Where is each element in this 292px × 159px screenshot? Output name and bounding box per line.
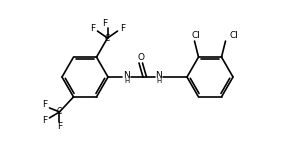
Text: N: N [124,72,130,80]
Text: Cl: Cl [191,31,200,40]
Text: C: C [57,107,62,116]
Text: F: F [120,24,125,33]
Text: Cl: Cl [229,31,238,40]
Text: C: C [105,34,110,43]
Text: N: N [156,72,162,80]
Text: F: F [57,122,62,131]
Text: F: F [102,19,107,28]
Text: H: H [124,78,130,84]
Text: F: F [90,24,95,33]
Text: H: H [157,78,162,84]
Text: F: F [42,116,47,125]
Text: O: O [137,53,144,62]
Text: F: F [42,100,47,109]
